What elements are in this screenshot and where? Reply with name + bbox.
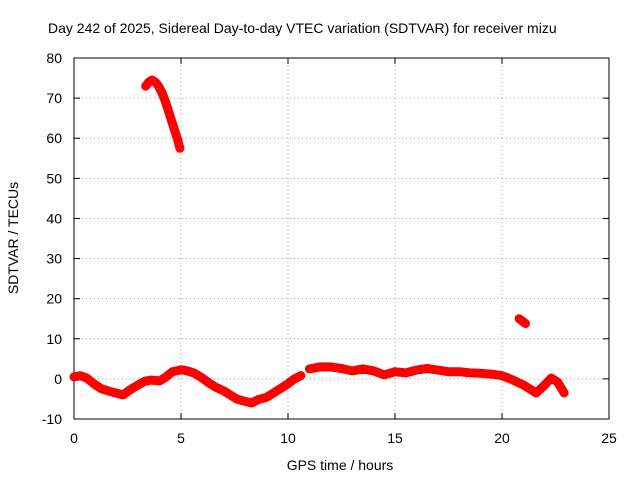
chart-title: Day 242 of 2025, Sidereal Day-to-day VTE… [48,20,557,36]
data-point [176,144,184,152]
y-tick-label: 20 [46,291,62,307]
data-point [134,381,142,389]
data-point [263,393,271,401]
data-point [248,399,256,407]
y-tick-label: 40 [46,210,62,226]
data-point [164,106,172,114]
data-point [423,364,431,372]
data-point [297,372,305,380]
x-tick-label: 0 [70,430,78,446]
data-point [290,375,298,383]
plot-frame [73,57,610,420]
data-point [522,320,530,328]
data-point [275,385,283,393]
data-point [162,373,170,381]
data-point [147,376,155,384]
data-point [560,389,568,397]
data-point [412,366,420,374]
grid-lines [74,58,609,419]
data-point [477,369,485,377]
data-series [69,75,569,408]
series-line-afternoon-band [304,362,569,398]
data-point [487,370,495,378]
data-point [174,136,182,144]
data-point [434,366,442,374]
x-tick-label: 10 [280,430,296,446]
data-point [391,368,399,376]
data-point [220,387,228,395]
data-point [104,387,112,395]
y-tick-label: 50 [46,170,62,186]
data-point [161,96,169,104]
data-point [269,389,277,397]
data-point [519,381,527,389]
data-point [233,395,241,403]
data-point [83,374,91,382]
data-point [205,379,213,387]
x-tick-label: 20 [494,430,510,446]
data-point [327,363,335,371]
data-point [402,369,410,377]
data-point [541,381,549,389]
x-axis-ticks: 0 5 10 15 20 25 [70,58,617,446]
data-point [113,389,121,397]
data-point [126,386,134,394]
data-point [91,381,99,389]
data-point [380,371,388,379]
x-tick-label: 5 [177,430,185,446]
data-point [445,368,452,376]
data-point [526,385,534,393]
data-point [338,364,345,372]
data-point [141,377,149,385]
data-point [76,372,84,380]
data-point [211,383,219,391]
y-tick-label: 60 [46,130,62,146]
data-point [316,363,324,371]
data-point [198,374,206,382]
data-point [466,369,474,377]
y-tick-label: 80 [46,50,62,66]
data-point [348,367,356,375]
data-point [226,391,234,399]
data-point [547,374,555,382]
y-tick-label: 70 [46,90,62,106]
data-point [498,372,506,380]
data-point [504,374,512,382]
data-point [532,389,540,397]
data-point [70,373,78,381]
data-point [155,82,163,90]
data-point [455,368,463,376]
data-point [158,88,166,96]
x-tick-label: 25 [601,430,617,446]
y-axis-ticks: -10 0 10 20 30 40 50 60 70 80 [42,50,609,427]
data-point [554,378,562,386]
x-axis-label: GPS time / hours [287,457,394,473]
data-point [241,397,249,405]
x-tick-label: 15 [387,430,403,446]
data-point [171,126,179,134]
data-point [156,377,164,385]
data-point [190,369,198,377]
data-point [511,377,519,385]
data-point [177,366,185,374]
y-tick-label: -10 [42,411,62,427]
y-tick-label: 0 [54,371,62,387]
data-point [167,116,175,124]
data-point [98,385,106,393]
y-axis-label: SDTVAR / TECUs [5,182,21,294]
data-point [284,380,292,388]
data-point [254,396,262,404]
y-tick-label: 10 [46,331,62,347]
data-point [168,368,176,376]
data-point [305,365,313,373]
data-point [359,365,367,373]
data-point [183,367,191,375]
y-tick-label: 30 [46,251,62,267]
data-point [370,367,378,375]
data-point [119,391,127,399]
